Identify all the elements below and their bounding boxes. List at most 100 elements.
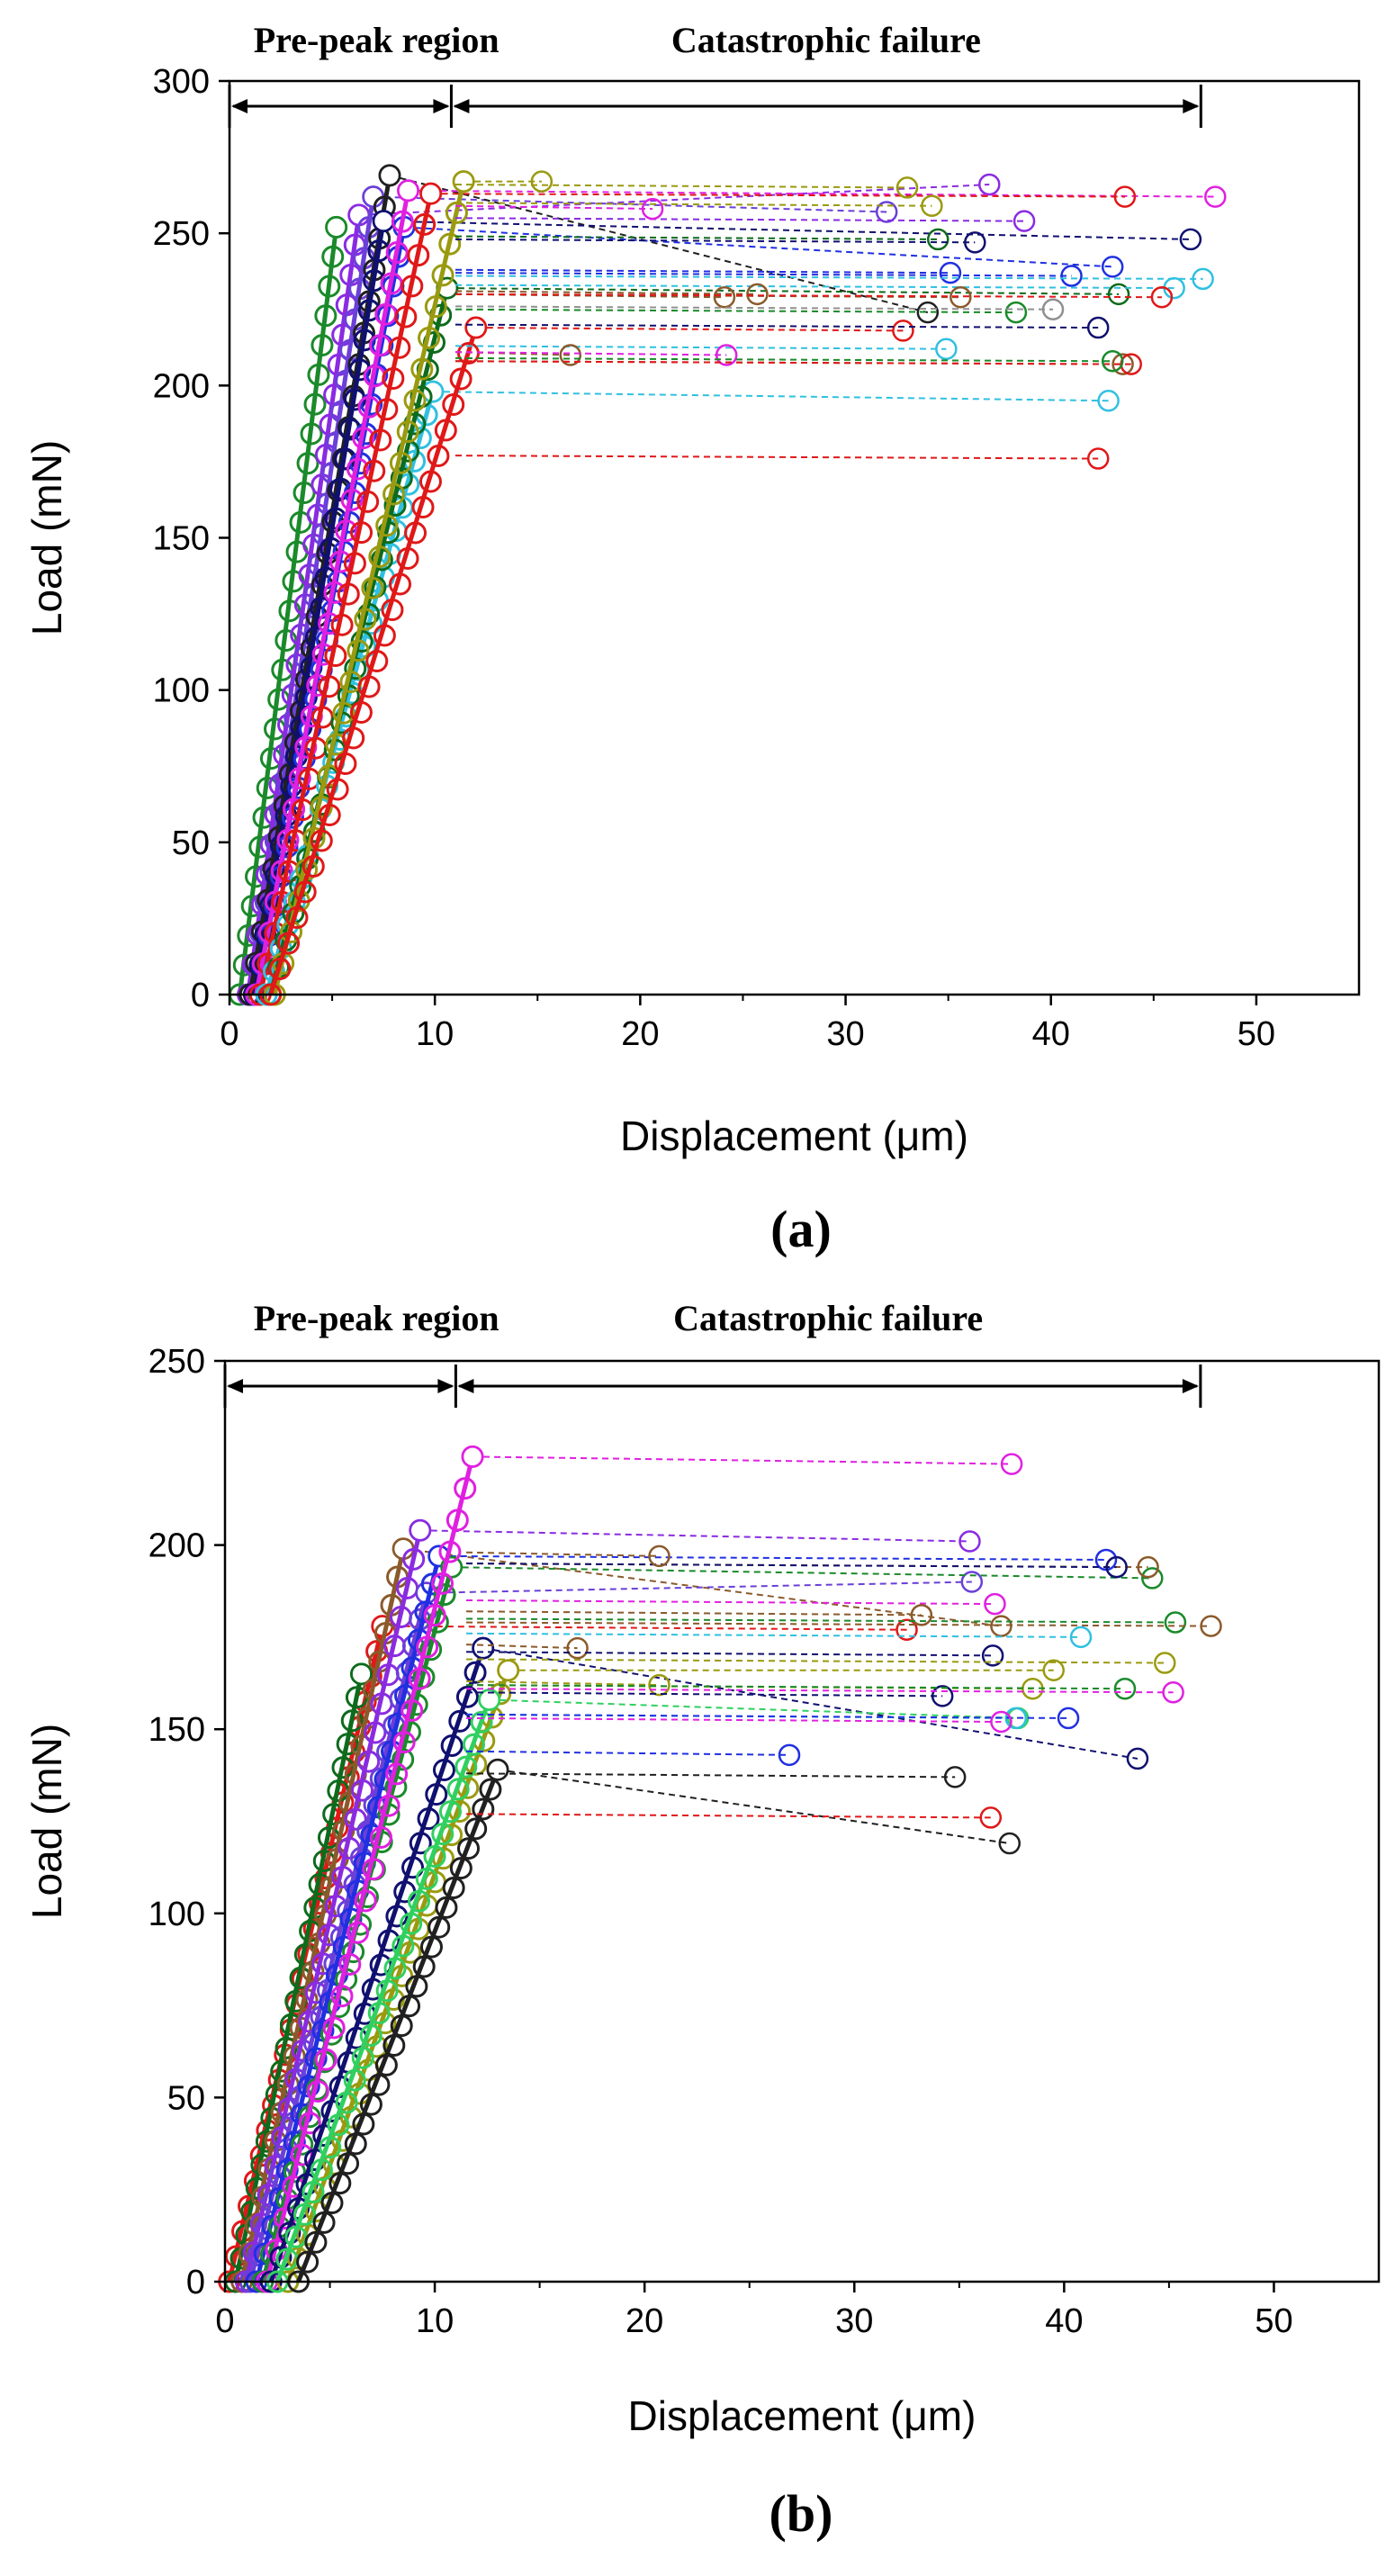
failure-line-b-3 [419,1529,970,1543]
y-tick-label-b-4: 200 [148,1527,205,1565]
failure-line-a-8 [432,391,1109,402]
extra-line-b-14 [466,1684,1125,1690]
end-marker-b-6 [1141,1567,1164,1590]
extra-marker-a-15 [1041,298,1065,320]
failure-line-b-11 [497,1769,1010,1845]
extra-marker-a-18 [559,344,582,366]
end-marker-a-4 [1179,228,1202,251]
x-tick-label-a-4: 40 [1032,1015,1070,1053]
extra-line-b-6 [466,1621,1211,1627]
extra-line-a-11 [454,290,758,295]
extra-marker-a-22 [1101,350,1124,373]
extra-marker-b-14 [1113,1677,1137,1700]
y-tick-label-a-5: 250 [153,215,210,253]
failure-line-b-7 [472,1455,1012,1465]
axis-ticks-a: 0 10 20 30 40 50 0 50 100 150 200 250 300 [153,63,1275,1053]
load-marker-b-11-22 [457,1837,481,1860]
extra-line-a-3 [454,204,653,211]
failure-line-a-1 [358,184,990,216]
extra-line-a-15 [454,305,1054,311]
y-tick-label-b-3: 150 [148,1711,205,1749]
extra-marker-b-8 [566,1636,589,1660]
extra-marker-b-18 [990,1710,1012,1734]
extra-marker-a-13 [1150,285,1174,309]
y-tick-label-a-4: 200 [153,367,210,405]
axis-ticks-b: 0 10 20 30 40 50 0 50 100 150 200 250 [148,1343,1293,2340]
end-marker-a-5 [1101,256,1124,278]
failure-line-b-5 [438,1554,1106,1561]
y-tick-label-a-0: 0 [191,977,210,1014]
failure-line-b-10 [489,1698,1019,1719]
y-tick-label-b-1: 50 [167,2079,205,2117]
x-tick-label-b-2: 20 [626,2302,663,2340]
end-marker-b-0 [896,1618,918,1641]
extra-marker-b-12 [648,1673,670,1697]
extra-line-a-9 [454,275,1203,280]
end-marker-a-1 [978,173,1001,196]
load-line-a-4 [251,221,386,995]
failure-line-b-4 [426,1581,972,1594]
end-marker-b-9 [1042,1659,1065,1681]
x-tick-label-b-0: 0 [215,2302,234,2340]
end-marker-a-11 [892,320,914,342]
extra-line-b-10 [466,1658,1166,1664]
extra-marker-b-3 [984,1592,1006,1616]
extra-line-b-21 [466,1813,991,1819]
failure-line-a-9 [446,287,1120,295]
load-marker-b-11-25 [479,1778,502,1801]
y-axis-label-b: Load (mN) [23,1724,70,1919]
x-tick-label-b-4: 40 [1045,2302,1083,2340]
extra-line-a-6 [454,268,950,275]
extra-marker-b-1 [1105,1555,1128,1579]
y-tick-label-a-3: 150 [153,520,210,558]
load-line-b-10 [274,1698,492,2283]
arrowhead-pre-left-b [227,1379,243,1393]
load-line-a-1 [246,214,362,995]
extra-marker-b-0 [1137,1555,1159,1579]
extra-marker-a-14 [1004,301,1028,324]
extra-marker-a-2 [1012,210,1036,232]
load-marker-b-10-24 [462,1733,485,1756]
load-marker-b-11-1 [296,2250,320,2274]
extra-marker-a-16 [1086,316,1110,339]
extra-line-a-16 [454,323,1099,329]
arrowhead-pre-right-b [437,1379,454,1393]
end-marker-a-8 [1097,390,1120,412]
extra-marker-a-20 [1112,353,1134,375]
x-tick-label-a-1: 10 [416,1015,454,1053]
panel-label-b: (b) [770,2484,833,2543]
failure-line-b-0 [382,1625,907,1631]
series-a-7 [248,182,1137,1006]
extra-line-a-21 [454,360,1131,365]
end-marker-b-1 [350,1662,373,1686]
end-marker-b-3 [958,1530,981,1553]
series-b-11 [287,1758,1022,2293]
failure-line-a-5 [403,226,1113,268]
end-marker-a-10 [530,170,554,193]
load-line-b-8 [268,1647,486,2283]
region-label-failure-b: Catastrophic failure [673,1298,983,1338]
extra-marker-a-1 [921,194,943,217]
series-b-3 [234,1518,981,2293]
peak-marker-a-7 [419,182,442,205]
end-marker-a-3 [916,301,940,324]
extra-line-a-2 [454,217,1025,222]
arrowhead-fail-right-a [1183,99,1200,113]
x-tick-label-b-1: 10 [416,2302,454,2340]
peak-marker-a-10 [452,170,475,193]
extra-marker-b-20 [943,1766,967,1788]
extra-marker-b-13 [931,1685,954,1707]
x-tick-label-b-5: 50 [1255,2302,1292,2340]
extra-marker-b-5 [1164,1611,1187,1634]
extra-line-a-0 [454,184,908,189]
extra-line-b-3 [466,1599,995,1606]
panel-label-a: (a) [770,1200,832,1258]
peak-marker-a-1 [347,203,371,227]
arrowhead-fail-left-b [457,1379,474,1393]
extra-line-a-7 [454,272,1072,277]
extra-marker-a-3 [641,197,664,221]
extra-marker-b-7 [1069,1626,1093,1649]
y-tick-label-b-5: 250 [148,1343,205,1381]
extra-marker-a-5 [964,231,986,254]
